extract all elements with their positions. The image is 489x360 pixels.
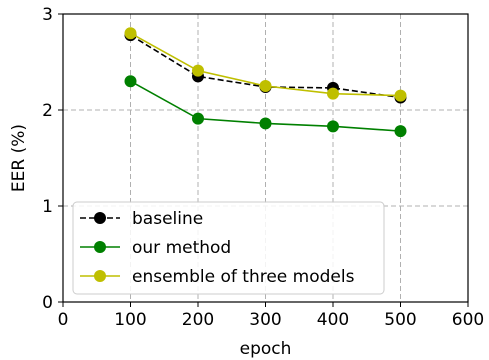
data-point bbox=[327, 87, 339, 100]
legend-label: ensemble of three models bbox=[132, 267, 355, 287]
data-point bbox=[259, 117, 272, 130]
x-tick-label: 500 bbox=[384, 310, 416, 330]
legend-marker bbox=[94, 270, 106, 282]
data-point bbox=[124, 75, 137, 88]
x-tick-label: 100 bbox=[114, 310, 146, 330]
x-tick-label: 400 bbox=[317, 310, 349, 330]
data-point bbox=[192, 112, 204, 125]
y-tick-label: 2 bbox=[42, 101, 53, 121]
data-point bbox=[124, 27, 137, 40]
x-tick-label: 300 bbox=[249, 310, 281, 330]
series-ensemble-of-three-models bbox=[124, 27, 407, 102]
series-layer bbox=[124, 27, 407, 138]
data-point bbox=[394, 125, 407, 138]
data-point bbox=[394, 89, 407, 102]
data-point bbox=[192, 64, 204, 77]
legend-label: our method bbox=[132, 238, 231, 258]
legend-marker bbox=[94, 241, 106, 253]
legend: baseline our method ensemble of three mode… bbox=[72, 201, 385, 295]
x-tick-label: 0 bbox=[58, 310, 69, 330]
y-axis-label: EER (%) bbox=[9, 124, 29, 192]
legend-item-our-method: our method bbox=[80, 238, 231, 258]
x-tick-label: 200 bbox=[182, 310, 214, 330]
x-tick-label: 600 bbox=[452, 310, 484, 330]
legend-label: baseline bbox=[132, 209, 203, 229]
y-tick-label: 0 bbox=[42, 293, 53, 313]
legend-box bbox=[72, 201, 385, 295]
data-point bbox=[327, 120, 339, 133]
legend-marker bbox=[94, 212, 106, 224]
series-our-method bbox=[124, 75, 407, 138]
y-tick-label: 1 bbox=[42, 197, 53, 217]
data-point bbox=[259, 80, 272, 92]
x-axis-label: epoch bbox=[240, 339, 292, 359]
y-tick-label: 3 bbox=[42, 5, 53, 25]
legend-item-ensemble-of-three-models: ensemble of three models bbox=[80, 267, 355, 287]
legend-item-baseline: baseline bbox=[80, 209, 203, 229]
axis-ticks: 0 100 200 300 400 500 600 0 1 2 3 bbox=[42, 5, 484, 330]
